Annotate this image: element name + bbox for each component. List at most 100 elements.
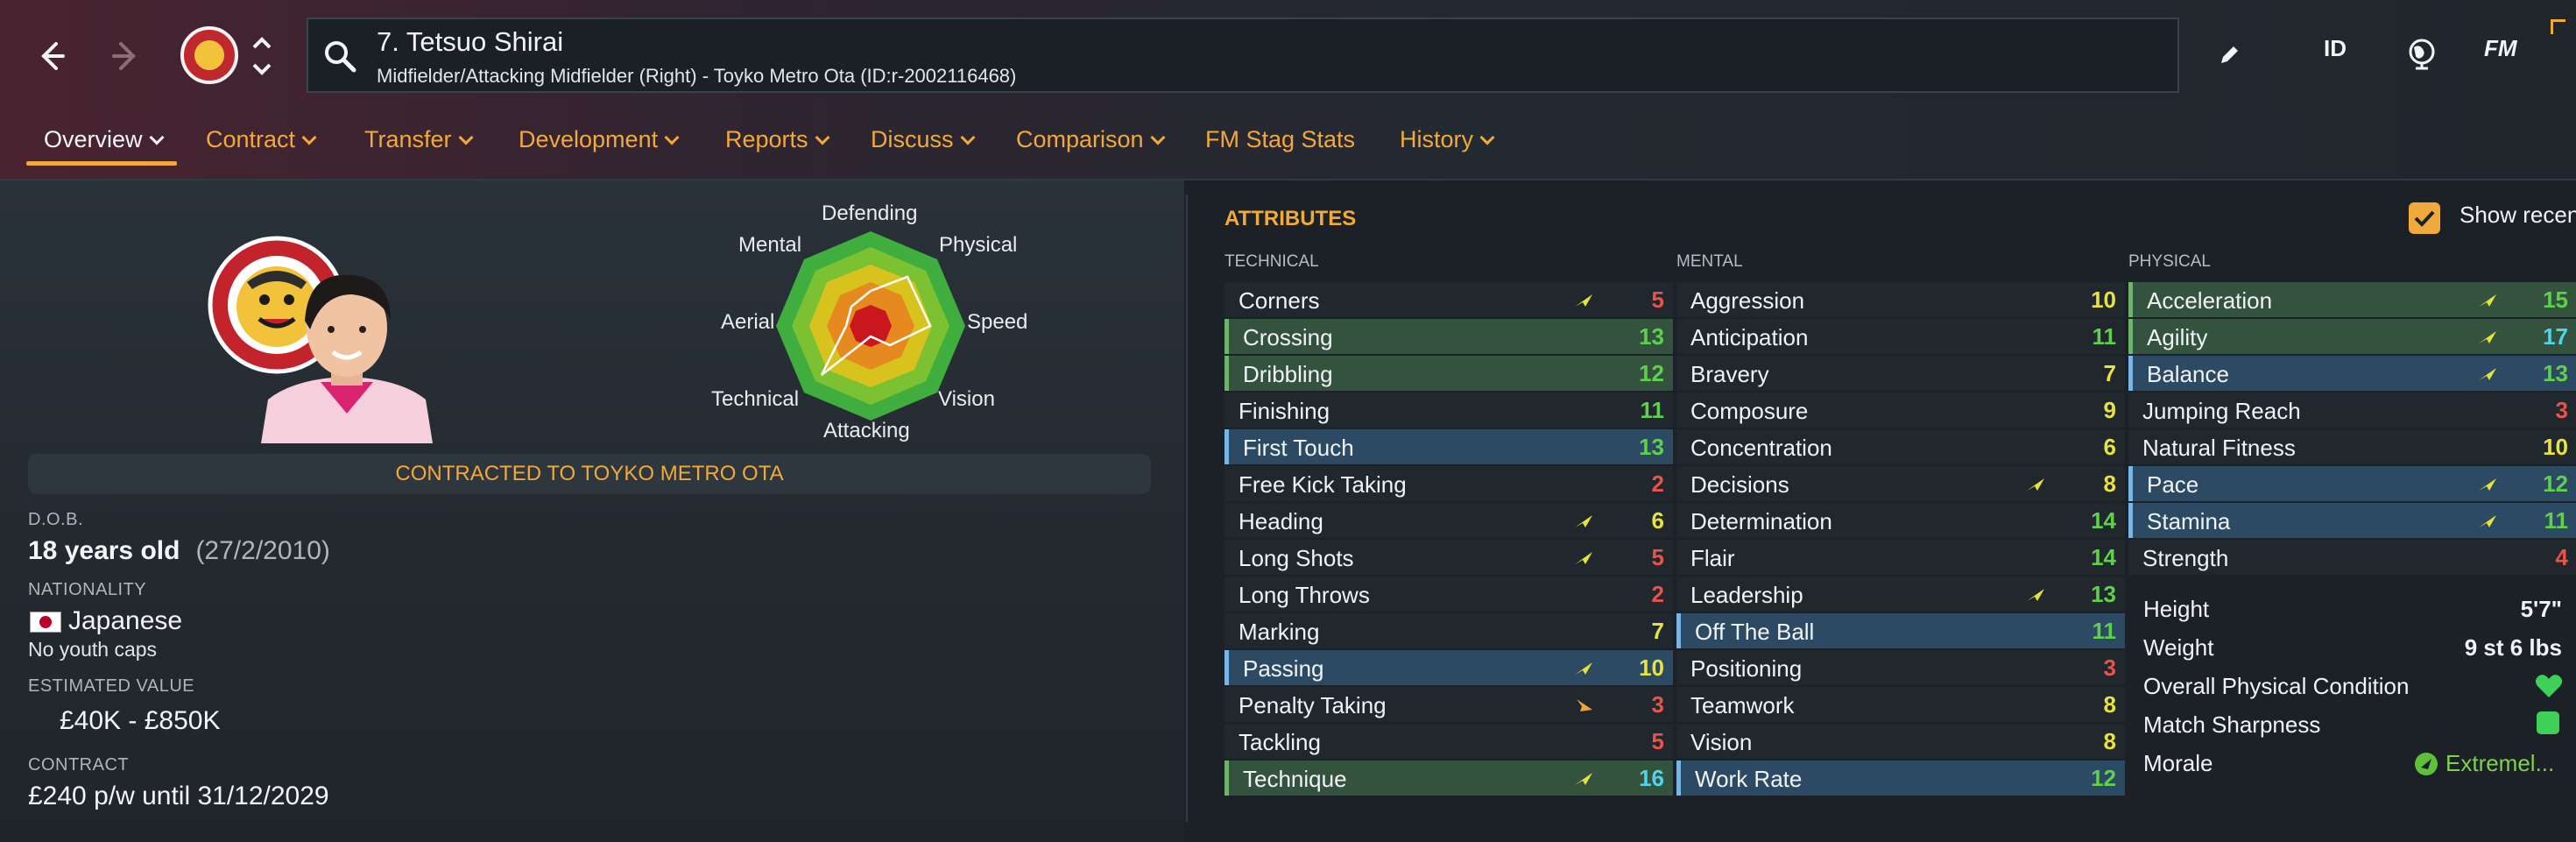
attribute-name: Anticipation: [1690, 324, 1809, 350]
attribute-name: Dribbling: [1243, 361, 1333, 387]
attribute-name: Composure: [1690, 398, 1809, 424]
tab-fm-stag-stats[interactable]: FM Stag Stats: [1205, 126, 1356, 152]
attribute-row-crossing[interactable]: Crossing 13: [1224, 319, 1673, 354]
contract-label: CONTRACT: [28, 755, 130, 775]
attribute-name: Off The Ball: [1695, 619, 1815, 645]
attribute-row-anticipation[interactable]: Anticipation 11: [1676, 319, 2125, 354]
rising-arrow-icon: [1575, 552, 1592, 564]
attributes-title: ATTRIBUTES: [1224, 207, 1357, 230]
attribute-value: 4: [2555, 544, 2568, 570]
attribute-row-acceleration[interactable]: Acceleration 15: [2128, 282, 2576, 317]
attribute-row-tackling[interactable]: Tackling 5: [1224, 724, 1673, 759]
tab-overview[interactable]: Overview: [44, 126, 165, 153]
attribute-name: Heading: [1239, 508, 1323, 534]
sharpness-icon: [2537, 711, 2559, 734]
overview-panel: [0, 180, 1184, 842]
attribute-value: 6: [1651, 507, 1664, 534]
attribute-row-dribbling[interactable]: Dribbling 12: [1224, 356, 1673, 391]
attribute-row-free-kick-taking[interactable]: Free Kick Taking 2: [1224, 466, 1673, 501]
id-button[interactable]: ID: [2324, 35, 2347, 61]
attribute-row-heading[interactable]: Heading 6: [1224, 503, 1673, 538]
rising-arrow-icon: [2479, 331, 2496, 343]
attribute-radar-chart: [774, 230, 967, 427]
search-icon[interactable]: [322, 39, 357, 78]
attribute-row-flair[interactable]: Flair 14: [1676, 540, 2125, 575]
fm-button[interactable]: FM: [2484, 35, 2517, 61]
rising-arrow-icon: [2027, 589, 2044, 601]
attribute-row-decisions[interactable]: Decisions 8: [1676, 466, 2125, 501]
forward-arrow-icon[interactable]: [100, 30, 152, 82]
mental-header: MENTAL: [1676, 252, 1743, 271]
attribute-name: Flair: [1690, 545, 1735, 571]
player-search-box[interactable]: [307, 18, 2179, 93]
show-recent-label[interactable]: Show recen: [2460, 202, 2576, 228]
attribute-value: 16: [1639, 765, 1664, 791]
back-arrow-icon[interactable]: [25, 30, 77, 82]
nationality-value[interactable]: Japanese: [68, 606, 183, 635]
attribute-value: 8: [2103, 691, 2116, 718]
attribute-row-passing[interactable]: Passing 10: [1224, 650, 1673, 685]
attribute-row-concentration[interactable]: Concentration 6: [1676, 429, 2125, 464]
attribute-row-penalty-taking[interactable]: Penalty Taking 3: [1224, 687, 1673, 722]
attribute-row-positioning[interactable]: Positioning 3: [1676, 650, 2125, 685]
globe-icon[interactable]: [2405, 37, 2438, 74]
attribute-value: 3: [2103, 654, 2116, 681]
japan-flag-icon: [30, 612, 61, 633]
attribute-row-first-touch[interactable]: First Touch 13: [1224, 429, 1673, 464]
attribute-value: 12: [2091, 765, 2116, 791]
tab-history[interactable]: History: [1400, 126, 1495, 153]
edit-pencil-icon[interactable]: [2216, 42, 2242, 73]
attribute-row-long-shots[interactable]: Long Shots 5: [1224, 540, 1673, 575]
player-title: 7. Tetsuo Shirai: [377, 26, 564, 57]
attribute-row-leadership[interactable]: Leadership 13: [1676, 577, 2125, 612]
radar-label-vision: Vision: [938, 387, 995, 411]
attribute-name: Tackling: [1239, 729, 1321, 755]
player-subtitle: Midfielder/Attacking Midfielder (Right) …: [377, 65, 1017, 87]
attribute-row-pace[interactable]: Pace 12: [2128, 466, 2576, 501]
attribute-row-balance[interactable]: Balance 13: [2128, 356, 2576, 391]
attribute-name: Technique: [1243, 766, 1347, 792]
attribute-name: Corners: [1239, 287, 1320, 314]
radar-label-speed: Speed: [967, 310, 1028, 334]
falling-arrow-icon: [1577, 699, 1592, 711]
attribute-row-composure[interactable]: Composure 9: [1676, 393, 2125, 428]
attribute-name: Agility: [2147, 324, 2208, 350]
tab-discuss[interactable]: Discuss: [871, 126, 976, 153]
attribute-row-jumping-reach[interactable]: Jumping Reach 3: [2128, 393, 2576, 428]
club-badge[interactable]: [180, 26, 238, 84]
morale-value: Extremel...: [2445, 750, 2555, 776]
attribute-name: Pace: [2147, 471, 2199, 498]
attribute-row-finishing[interactable]: Finishing 11: [1224, 393, 1673, 428]
attribute-row-teamwork[interactable]: Teamwork 8: [1676, 687, 2125, 722]
radar-label-attacking: Attacking: [823, 419, 910, 442]
attribute-row-long-throws[interactable]: Long Throws 2: [1224, 577, 1673, 612]
attribute-name: Strength: [2142, 545, 2229, 571]
attribute-row-technique[interactable]: Technique 16: [1224, 761, 1673, 796]
tab-contract[interactable]: Contract: [206, 126, 317, 153]
attribute-row-natural-fitness[interactable]: Natural Fitness 10: [2128, 429, 2576, 464]
nationality-label: NATIONALITY: [28, 580, 147, 599]
attribute-value: 10: [2543, 434, 2568, 460]
attribute-row-aggression[interactable]: Aggression 10: [1676, 282, 2125, 317]
attribute-name: Leadership: [1690, 582, 1803, 608]
up-down-chevron-icon[interactable]: [249, 30, 275, 82]
attribute-row-corners[interactable]: Corners 5: [1224, 282, 1673, 317]
attribute-row-marking[interactable]: Marking 7: [1224, 613, 1673, 648]
attribute-row-determination[interactable]: Determination 14: [1676, 503, 2125, 538]
attribute-row-vision[interactable]: Vision 8: [1676, 724, 2125, 759]
tab-transfer[interactable]: Transfer: [364, 126, 474, 153]
attribute-value: 5: [1651, 544, 1664, 570]
match-sharpness-label: Match Sharpness: [2143, 711, 2321, 738]
attribute-row-off-the-ball[interactable]: Off The Ball 11: [1676, 613, 2125, 648]
tab-comparison[interactable]: Comparison: [1016, 126, 1166, 153]
attribute-row-strength[interactable]: Strength 4: [2128, 540, 2576, 575]
attribute-row-bravery[interactable]: Bravery 7: [1676, 356, 2125, 391]
attribute-row-stamina[interactable]: Stamina 11: [2128, 503, 2576, 538]
attribute-value: 5: [1651, 728, 1664, 754]
attribute-row-agility[interactable]: Agility 17: [2128, 319, 2576, 354]
tab-reports[interactable]: Reports: [725, 126, 830, 153]
show-recent-checkbox[interactable]: [2409, 202, 2440, 234]
rising-arrow-icon: [2479, 478, 2496, 491]
attribute-row-work-rate[interactable]: Work Rate 12: [1676, 761, 2125, 796]
tab-development[interactable]: Development: [519, 126, 680, 153]
